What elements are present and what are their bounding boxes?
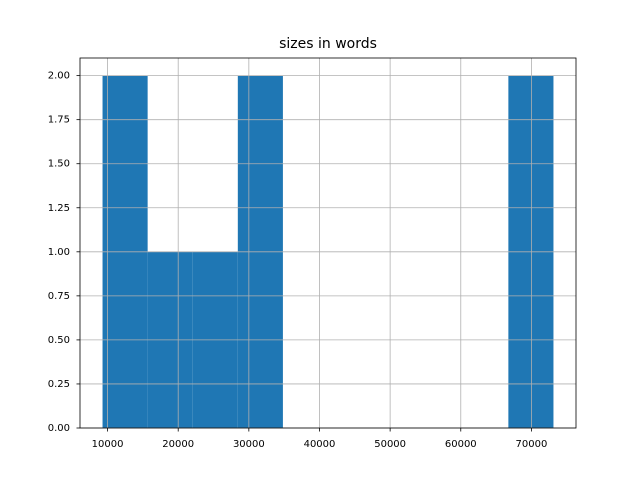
- chart-title: sizes in words: [279, 36, 377, 52]
- y-tick-label: 0.00: [48, 423, 70, 434]
- x-tick-label: 10000: [92, 439, 124, 450]
- y-tick-label: 0.75: [48, 291, 70, 302]
- y-tick-label: 1.25: [48, 203, 70, 214]
- y-tick-label: 1.00: [48, 247, 70, 258]
- x-tick-label: 70000: [516, 439, 548, 450]
- y-tick-label: 0.50: [48, 335, 70, 346]
- y-tick-label: 2.00: [48, 71, 70, 82]
- plot-frame: [79, 57, 577, 429]
- x-tick-label: 60000: [445, 439, 477, 450]
- x-tick-label: 40000: [304, 439, 336, 450]
- y-tick-label: 1.50: [48, 159, 70, 170]
- x-tick-label: 20000: [162, 439, 194, 450]
- x-tick-label: 50000: [374, 439, 406, 450]
- y-tick-label: 1.75: [48, 115, 70, 126]
- x-tick-label: 30000: [233, 439, 265, 450]
- y-tick-label: 0.25: [48, 379, 70, 390]
